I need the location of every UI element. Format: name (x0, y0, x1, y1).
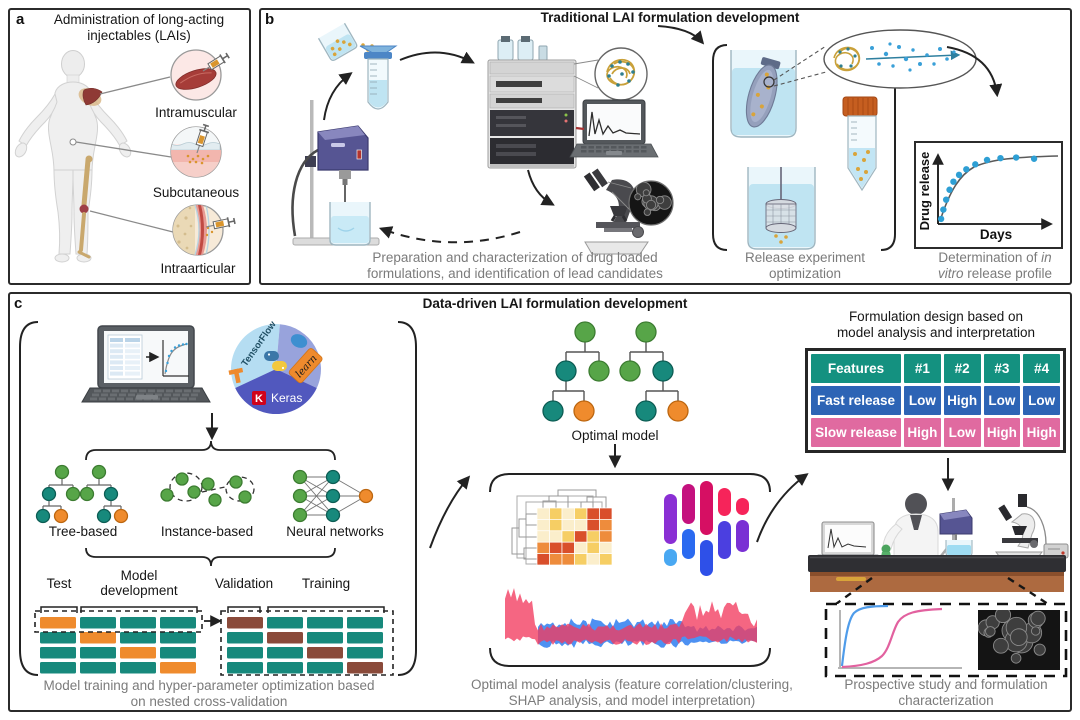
caption-determination: Determination of in vitro release profil… (913, 250, 1077, 282)
panel-c-right-title: Formulation design based on model analys… (836, 309, 1036, 340)
table-header-4: #4 (1023, 354, 1060, 383)
table-header-3: #3 (983, 354, 1021, 383)
table-cell: High (904, 418, 941, 447)
caption-cross-validation: Model training and hyper-parameter optim… (43, 678, 375, 709)
caption-determination-prefix: Determination of (938, 250, 1042, 265)
table-header-1: #1 (904, 354, 941, 383)
panel-a-letter: a (16, 11, 25, 28)
label-intraarticular: Intraarticular (160, 261, 236, 276)
caption-preparation: Preparation and characterization of drug… (367, 250, 663, 281)
table-row-slow-label: Slow release (811, 418, 901, 447)
table-cell: Low (943, 418, 981, 447)
label-optimal-model: Optimal model (571, 428, 659, 443)
caption-determination-suffix: release profile (963, 265, 1053, 281)
label-cv-test: Test (46, 576, 72, 591)
table-cell: High (1023, 418, 1060, 447)
label-tree-based: Tree-based (48, 524, 118, 539)
table-header-2: #2 (943, 354, 981, 383)
label-neural-networks: Neural networks (286, 524, 384, 539)
label-cv-model-development: Model development (100, 568, 178, 599)
label-intramuscular: Intramuscular (155, 105, 237, 120)
caption-determination-italic: in vitro (937, 250, 1052, 281)
table-cell: Low (983, 386, 1021, 415)
caption-prospective-study: Prospective study and formulation charac… (844, 677, 1048, 708)
caption-release-optimization: Release experiment optimization (744, 250, 866, 281)
panel-c-letter: c (14, 295, 23, 312)
panel-c-title: Data-driven LAI formulation development (422, 296, 688, 311)
table-cell: Low (904, 386, 941, 415)
table-row-fast-label: Fast release (811, 386, 901, 415)
label-instance-based: Instance-based (160, 524, 254, 539)
panel-b-frame (259, 8, 1072, 285)
table-cell: High (983, 418, 1021, 447)
panel-a-title: Administration of long-acting injectable… (53, 12, 225, 43)
label-subcutaneous: Subcutaneous (152, 185, 240, 200)
table-header-features: Features (811, 354, 901, 383)
panel-a-frame (8, 8, 251, 285)
panel-b-letter: b (265, 11, 275, 28)
panel-b-title: Traditional LAI formulation development (540, 10, 800, 25)
table-cell: High (943, 386, 981, 415)
results-table: Features #1 #2 #3 #4 Fast release Low Hi… (805, 348, 1066, 453)
caption-model-analysis: Optimal model analysis (feature correlat… (471, 677, 793, 708)
label-cv-training: Training (301, 576, 351, 591)
label-cv-validation: Validation (214, 576, 274, 591)
table-cell: Low (1023, 386, 1060, 415)
